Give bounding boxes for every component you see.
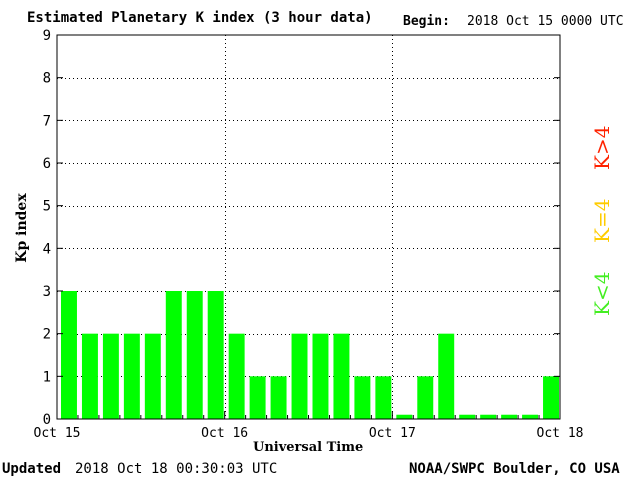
bar-11	[291, 333, 308, 419]
gridlines	[57, 35, 560, 419]
bar-9	[249, 376, 266, 419]
bar-4	[144, 333, 161, 419]
bar-12	[312, 333, 329, 419]
updated-value: 2018 Oct 18 00:30:03 UTC	[75, 461, 278, 477]
bar-22	[522, 414, 539, 419]
legend-k-less-4: K<4	[590, 271, 614, 316]
bar-2	[102, 333, 119, 419]
legend-k-greater-4: K>4	[590, 125, 614, 170]
bar-14	[354, 376, 371, 419]
bar-13	[333, 333, 350, 419]
y-tick-label-7: 7	[43, 113, 51, 129]
bar-1	[81, 333, 98, 419]
x-tick-label-1: Oct 16	[201, 426, 248, 441]
bar-21	[501, 414, 518, 419]
bar-3	[123, 333, 140, 419]
y-tick-label-5: 5	[43, 199, 51, 215]
bar-5	[165, 291, 182, 419]
begin-label: Begin:	[403, 14, 450, 29]
bar-19	[459, 414, 476, 419]
chart-title: Estimated Planetary K index (3 hour data…	[27, 10, 373, 26]
bar-16	[396, 414, 413, 419]
bar-6	[186, 291, 203, 419]
x-axis-ticks: Oct 15 Oct 16 Oct 17 Oct 18	[34, 411, 584, 441]
y-axis-ticks: 0 1 2 3 4 5 6 7 8 9	[43, 28, 560, 428]
y-tick-label-3: 3	[43, 284, 51, 300]
bar-0	[61, 291, 77, 419]
y-tick-label-8: 8	[43, 71, 51, 87]
bar-20	[480, 414, 497, 419]
x-tick-label-3: Oct 18	[537, 426, 584, 441]
y-tick-label-1: 1	[43, 369, 51, 385]
x-tick-label-2: Oct 17	[369, 426, 416, 441]
bar-10	[270, 376, 287, 419]
bar-17	[417, 376, 434, 419]
y-tick-label-0: 0	[43, 412, 51, 428]
x-axis-label: Universal Time	[253, 440, 364, 455]
y-tick-label-4: 4	[43, 241, 51, 257]
y-axis-label: Kp index	[14, 193, 30, 263]
bar-15	[375, 376, 392, 419]
y-tick-label-6: 6	[43, 156, 51, 172]
bar-8	[228, 333, 245, 419]
legend-k-equal-4: K=4	[590, 198, 614, 243]
bar-7	[207, 291, 224, 419]
bars	[61, 291, 559, 419]
y-tick-label-2: 2	[43, 327, 51, 343]
x-tick-label-0: Oct 15	[34, 426, 81, 441]
plot-frame	[56, 34, 561, 420]
credit-line: NOAA/SWPC Boulder, CO USA	[409, 461, 620, 477]
updated-label: Updated	[2, 461, 62, 477]
bar-18	[438, 333, 455, 419]
begin-value: 2018 Oct 15 0000 UTC	[467, 14, 624, 29]
bar-23	[543, 376, 559, 419]
y-tick-label-9: 9	[43, 28, 51, 44]
